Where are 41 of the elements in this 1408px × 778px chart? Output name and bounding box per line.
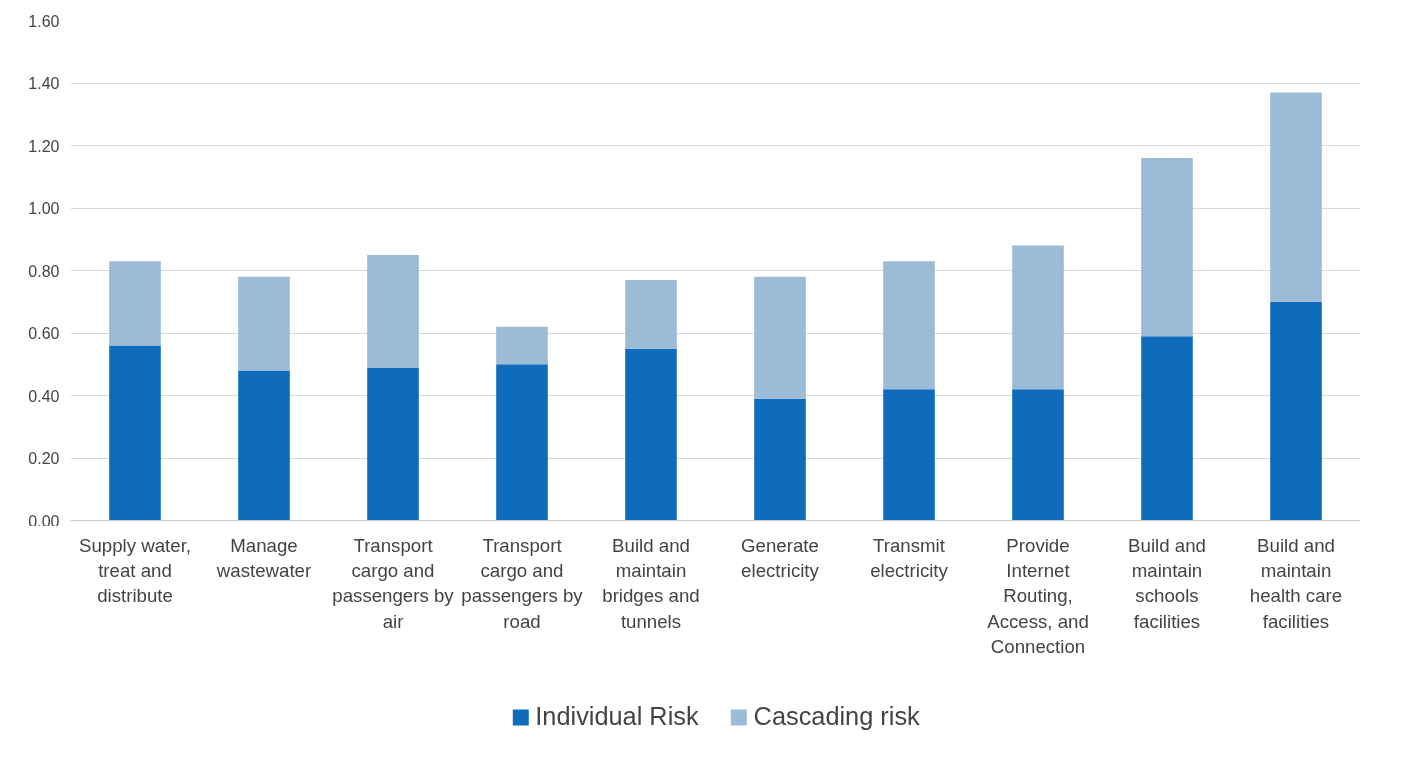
y-tick-label: 0.80 (28, 262, 60, 280)
y-tick-label: 1.00 (28, 200, 60, 217)
y-tick-label: 0.20 (28, 450, 60, 467)
y-tick-label: 0.40 (28, 387, 60, 405)
bar (625, 348, 677, 521)
x-tick-label: Supply water, treat and distribute (79, 535, 192, 607)
x-tick-label: Generate electricity (741, 535, 820, 582)
x-tick-label: Manage wastewater (215, 535, 312, 582)
bar (1141, 158, 1193, 337)
bar (1141, 336, 1193, 521)
bar (367, 254, 419, 368)
legend-label: Individual Risk (535, 702, 699, 731)
x-tick-label: Build and maintain bridges and tunnels (602, 535, 700, 632)
bar (1270, 301, 1322, 521)
bar (1012, 245, 1064, 390)
x-tick-label: Transport cargo and passengers by air (332, 535, 455, 632)
y-tick-label: 1.20 (28, 137, 60, 155)
bar (754, 398, 806, 521)
x-tick-label: Transmit electricity (870, 535, 949, 582)
bar (883, 389, 935, 521)
y-tick-label: 1.60 (28, 12, 60, 30)
bar (238, 370, 290, 521)
bar (238, 276, 290, 371)
y-tick-label: 0.00 (28, 512, 60, 530)
bar (1012, 389, 1064, 521)
bar (1270, 92, 1322, 302)
bar (496, 326, 548, 365)
legend-label: Cascading risk (753, 702, 920, 731)
bar (625, 279, 677, 349)
bar (109, 345, 161, 521)
bar (883, 261, 935, 390)
y-tick-label: 1.40 (28, 75, 60, 92)
x-tick-label: Build and maintain schools facilities (1128, 535, 1206, 632)
y-tick-label: 0.60 (28, 325, 60, 342)
bar (496, 364, 548, 521)
bar (367, 367, 419, 521)
x-tick-label: Provide Internet Routing, Access, and Connection (987, 535, 1089, 657)
x-tick-label: Transport cargo and passengers by road (461, 535, 584, 632)
bar (754, 276, 806, 399)
bar (109, 261, 161, 346)
x-tick-label: Build and maintain health care facilities (1249, 535, 1343, 632)
